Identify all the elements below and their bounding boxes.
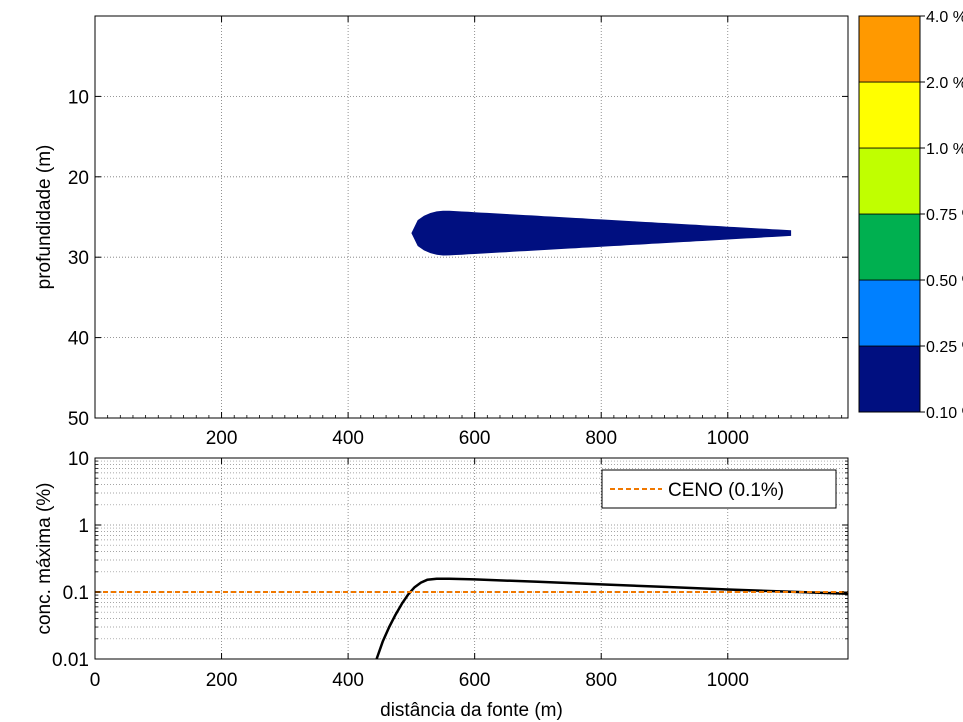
depth-x-tick-label: 800: [585, 428, 617, 449]
colorbar-label: 0.75 %: [926, 207, 963, 224]
colorbar-segment: [858, 279, 921, 347]
colorbar-segment: [858, 345, 921, 413]
depth-panel-ticks: 200 400 600 800 1000 10 20 30 40 50: [68, 16, 848, 449]
conc-y-tick-label: 0.1: [63, 583, 89, 604]
plume-shape: [411, 210, 792, 256]
conc-y-tick-label: 1: [78, 516, 89, 537]
conc-x-tick-label: 0: [90, 670, 101, 691]
colorbar-label: 1.0 %: [926, 141, 963, 158]
concentration-panel: 0 200 400 600 800 1000 0.01 0.1 1 10 conc. máxima…: [34, 449, 849, 721]
depth-x-tick-label: 600: [459, 428, 491, 449]
concentration-panel-ticks: 0 200 400 600 800 1000 0.01 0.1 1 10: [52, 449, 848, 691]
concentration-panel-frame: [94, 457, 849, 660]
conc-x-tick-label: 800: [585, 670, 617, 691]
depth-panel-frame: [94, 15, 849, 419]
legend: CENO (0.1%): [601, 469, 837, 509]
depth-y-tick-label: 30: [68, 248, 89, 269]
conc-y-tick-label: 0.01: [52, 650, 89, 671]
concentration-curve: [375, 577, 849, 660]
depth-y-tick-label: 10: [68, 87, 89, 108]
depth-y-tick-label: 20: [68, 168, 89, 189]
colorbar-segment: [858, 147, 921, 215]
colorbar-label: 4.0 %: [926, 9, 963, 26]
depth-y-tick-label: 50: [68, 409, 89, 430]
depth-x-tick-label: 400: [332, 428, 364, 449]
concentration-series: [95, 577, 849, 660]
colorbar-segment: [858, 213, 921, 281]
colorbar-label: 0.50 %: [926, 273, 963, 290]
distance-axis-label: distância da fonte (m): [380, 700, 563, 721]
conc-x-tick-label: 600: [459, 670, 491, 691]
depth-x-tick-label: 1000: [707, 428, 749, 449]
depth-panel-grid: [95, 16, 848, 418]
depth-y-tick-label: 40: [68, 329, 89, 350]
legend-entry-ceno: CENO (0.1%): [668, 480, 784, 501]
depth-panel: 200 400 600 800 1000 10 20 30 40 50 profundidade …: [34, 15, 849, 449]
depth-axis-label: profundidade (m): [34, 145, 55, 290]
conc-y-tick-label: 10: [68, 449, 89, 470]
concentration-axis-label: conc. máxima (%): [34, 482, 55, 634]
conc-x-tick-label: 200: [206, 670, 238, 691]
conc-x-tick-label: 400: [332, 670, 364, 691]
legend-box: [601, 469, 837, 509]
colorbar-segment: [858, 15, 921, 83]
conc-x-tick-label: 1000: [707, 670, 749, 691]
colorbar: 0.10 % 0.25 % 0.50 % 0.75 % 1.0 % 2.0 % 4.0 %: [858, 9, 963, 422]
colorbar-label: 2.0 %: [926, 75, 963, 92]
colorbar-label: 0.10 %: [926, 405, 963, 422]
depth-x-tick-label: 200: [206, 428, 238, 449]
colorbar-label: 0.25 %: [926, 339, 963, 356]
colorbar-segment: [858, 81, 921, 149]
